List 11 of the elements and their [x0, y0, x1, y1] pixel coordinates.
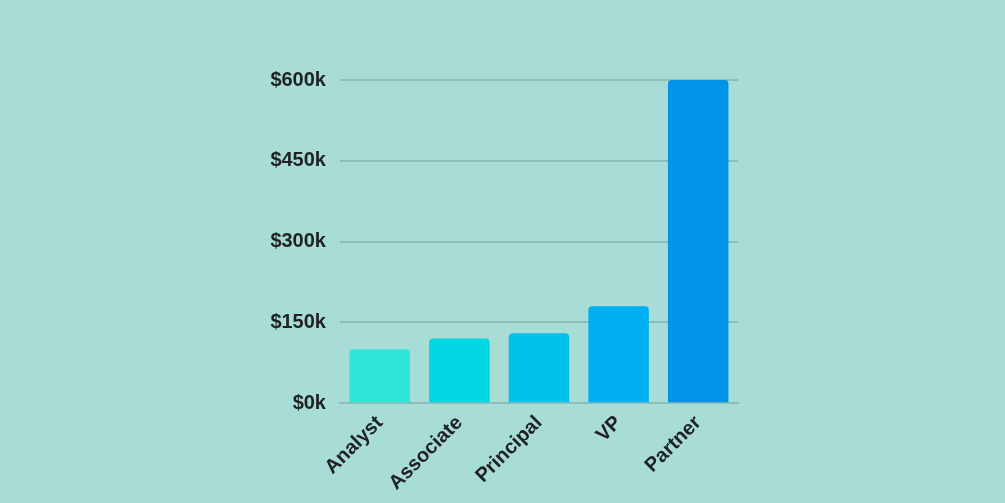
bar	[508, 333, 570, 403]
y-tick-label: $150k	[270, 309, 327, 332]
bar	[667, 80, 729, 403]
bar	[349, 349, 411, 403]
y-tick-label: $450k	[270, 148, 327, 171]
x-tick-label: VP	[590, 410, 626, 446]
y-tick-label: $0k	[292, 390, 327, 413]
y-tick-label: $600k	[270, 67, 327, 90]
bar	[588, 306, 649, 403]
bar	[429, 338, 490, 403]
y-tick-label: $300k	[270, 229, 327, 252]
